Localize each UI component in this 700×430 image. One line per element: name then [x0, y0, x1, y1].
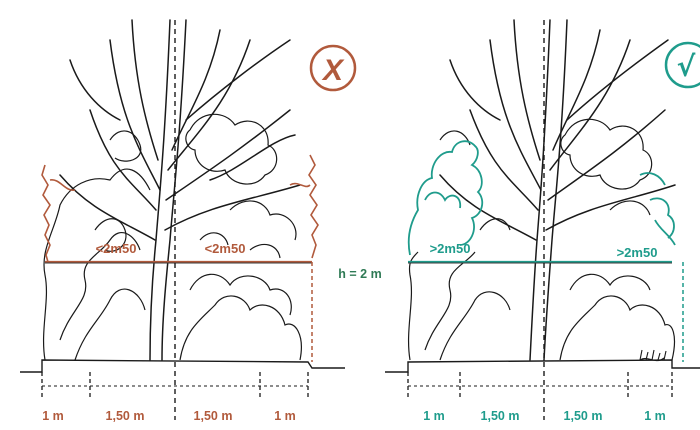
- right-panel: √: [385, 19, 700, 423]
- good-verdict-symbol: √: [677, 50, 696, 83]
- left-height-label-2: <2m50: [205, 241, 246, 256]
- right-hedge-shrubs: [407, 118, 676, 362]
- right-ground-line: [385, 359, 700, 373]
- right-height-label-1: >2m50: [430, 241, 471, 256]
- right-grass-tufts: [639, 349, 667, 361]
- left-panel: X: [20, 19, 357, 423]
- left-hedge-outline-bad: [41, 154, 319, 263]
- bad-verdict-badge: X: [309, 44, 357, 92]
- left-ground-line: [20, 359, 345, 373]
- right-distance-3: 1,50 m: [564, 409, 603, 423]
- left-hedge-shrubs: [42, 113, 302, 361]
- bad-verdict-symbol: X: [321, 54, 345, 87]
- left-height-label-1: <2m50: [96, 241, 137, 256]
- left-distance-3: 1,50 m: [194, 409, 233, 423]
- right-hedge-outline-good: [407, 140, 676, 256]
- right-distance-1: 1 m: [423, 409, 445, 423]
- hedge-height-label: h = 2 m: [338, 267, 381, 281]
- left-distance-ticks: [41, 372, 309, 398]
- right-distance-2: 1,50 m: [481, 409, 520, 423]
- good-verdict-badge: √: [664, 41, 700, 89]
- left-tree-sketch: [59, 19, 301, 361]
- left-distance-2: 1,50 m: [106, 409, 145, 423]
- right-distance-ticks: [407, 372, 673, 398]
- right-distance-4: 1 m: [644, 409, 666, 423]
- left-distance-4: 1 m: [274, 409, 296, 423]
- right-height-label-2: >2m50: [617, 245, 658, 260]
- right-tree-sketch: [439, 19, 676, 361]
- left-distance-1: 1 m: [42, 409, 64, 423]
